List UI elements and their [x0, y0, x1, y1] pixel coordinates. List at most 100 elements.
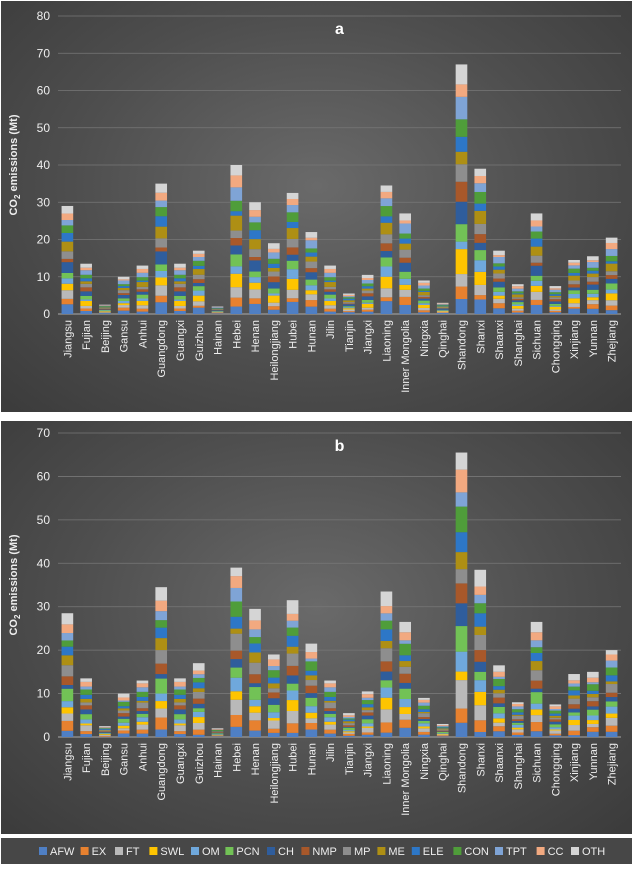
bar-segment-ft — [306, 718, 318, 723]
bar-segment-mp — [456, 569, 468, 583]
bar-segment-nmp — [62, 259, 74, 262]
bar-segment-ex — [399, 297, 411, 305]
bar-segment-ch — [362, 296, 374, 300]
bar-segment-me — [399, 244, 411, 250]
bar-segment-swl — [568, 720, 580, 725]
bar-segment-mp — [437, 308, 449, 309]
bar-segment-swl — [437, 734, 449, 735]
bar-segment-cc — [343, 295, 355, 296]
bar-segment-tpt — [362, 698, 374, 700]
bar-segment-oth — [155, 184, 167, 193]
bar-segment-tpt — [80, 270, 92, 275]
legend-item: SWL — [149, 846, 184, 858]
bar-segment-ex — [343, 734, 355, 736]
bar-segment-tpt — [62, 220, 74, 225]
bar-segment-oth — [512, 702, 524, 704]
bar-segment-me — [99, 730, 111, 731]
bar-segment-oth — [606, 238, 618, 243]
bar-segment-con — [230, 201, 242, 211]
bar-segment-afw — [606, 732, 618, 737]
legend-item: MP — [343, 846, 371, 858]
bar-segment-om — [568, 716, 580, 720]
bar-segment-mp — [118, 711, 130, 714]
bar-segment-ft — [437, 735, 449, 736]
bar-segment-ex — [399, 720, 411, 728]
bar-segment-mp — [230, 231, 242, 238]
bar-segment-nmp — [456, 583, 468, 603]
bar-segment-ex — [474, 720, 486, 732]
bar-segment-afw — [268, 310, 280, 314]
bar-segment-ch — [549, 722, 561, 725]
bar-segment-oth — [531, 213, 543, 220]
bar-segment-oth — [287, 193, 299, 199]
bar-segment-pcn — [193, 286, 205, 290]
bar-segment-mp — [381, 234, 393, 243]
bar-segment-ch — [474, 243, 486, 250]
bar-segment-cc — [193, 671, 205, 675]
bar-segment-oth — [456, 64, 468, 84]
bar-segment-con — [456, 119, 468, 136]
bar-segment-ft — [62, 713, 74, 720]
x-tick-label: Guizhou — [194, 743, 206, 784]
bar-stack — [99, 726, 111, 737]
bar-stack — [474, 169, 486, 314]
bar-segment-pcn — [193, 708, 205, 712]
bar-segment-con — [362, 700, 374, 704]
legend-item: PCN — [225, 846, 259, 858]
bar-segment-ch — [587, 706, 599, 709]
bar-segment-nmp — [62, 676, 74, 685]
bar-segment-con — [474, 603, 486, 613]
bar-segment-swl — [230, 691, 242, 699]
bar-segment-om — [306, 706, 318, 713]
bar-segment-oth — [474, 169, 486, 176]
bar-segment-afw — [80, 734, 92, 737]
bar-segment-ft — [418, 308, 430, 310]
bar-segment-oth — [230, 568, 242, 576]
x-tick-label: Tianjin — [344, 320, 356, 352]
bar-segment-me — [306, 257, 318, 262]
bar-segment-cc — [568, 263, 580, 266]
bar-segment-ele — [249, 230, 261, 239]
bar-segment-oth — [549, 704, 561, 706]
bar-segment-ft — [174, 306, 186, 309]
bar-segment-swl — [212, 735, 224, 736]
bar-segment-ex — [155, 718, 167, 730]
bar-segment-nmp — [212, 732, 224, 733]
legend-item: NMP — [301, 846, 336, 858]
x-tick-label: Hainan — [213, 320, 225, 355]
bar-segment-pcn — [80, 714, 92, 719]
bar-segment-pcn — [437, 732, 449, 733]
bar-segment-mp — [80, 284, 92, 288]
bar-segment-tpt — [381, 198, 393, 206]
bar-segment-om — [418, 723, 430, 726]
bar-segment-mp — [99, 308, 111, 309]
bar-segment-swl — [531, 709, 543, 715]
bar-segment-nmp — [606, 693, 618, 697]
legend-swatch — [571, 847, 579, 855]
legend-item: CH — [267, 846, 294, 858]
bar-segment-cc — [137, 269, 149, 273]
bar-segment-swl — [324, 301, 336, 305]
bar-segment-pcn — [137, 295, 149, 299]
bar-segment-ft — [568, 303, 580, 307]
bar-segment-mp — [512, 716, 524, 719]
bar-segment-me — [493, 690, 505, 694]
bar-segment-oth — [381, 592, 393, 607]
bar-segment-afw — [493, 308, 505, 314]
bar-segment-tpt — [174, 270, 186, 275]
bar-segment-swl — [437, 311, 449, 312]
bar-segment-afw — [193, 735, 205, 737]
bar-stack — [324, 266, 336, 314]
bar-segment-ch — [362, 716, 374, 720]
bar-segment-ele — [324, 697, 336, 701]
bar-segment-om — [118, 723, 130, 726]
bar-segment-me — [137, 282, 149, 287]
bar-stack — [137, 266, 149, 314]
bar-segment-cc — [118, 697, 130, 700]
bar-segment-om — [587, 716, 599, 721]
bar-segment-om — [137, 299, 149, 301]
bar-segment-om — [155, 271, 167, 278]
bar-segment-me — [512, 715, 524, 716]
